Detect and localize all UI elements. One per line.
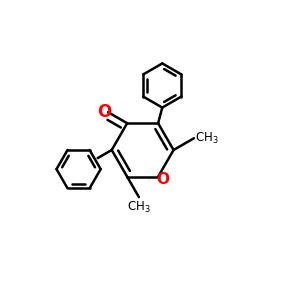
Text: CH$_3$: CH$_3$ <box>195 131 219 146</box>
Text: O: O <box>156 172 169 187</box>
Text: CH$_3$: CH$_3$ <box>127 200 151 214</box>
Text: O: O <box>97 103 111 121</box>
